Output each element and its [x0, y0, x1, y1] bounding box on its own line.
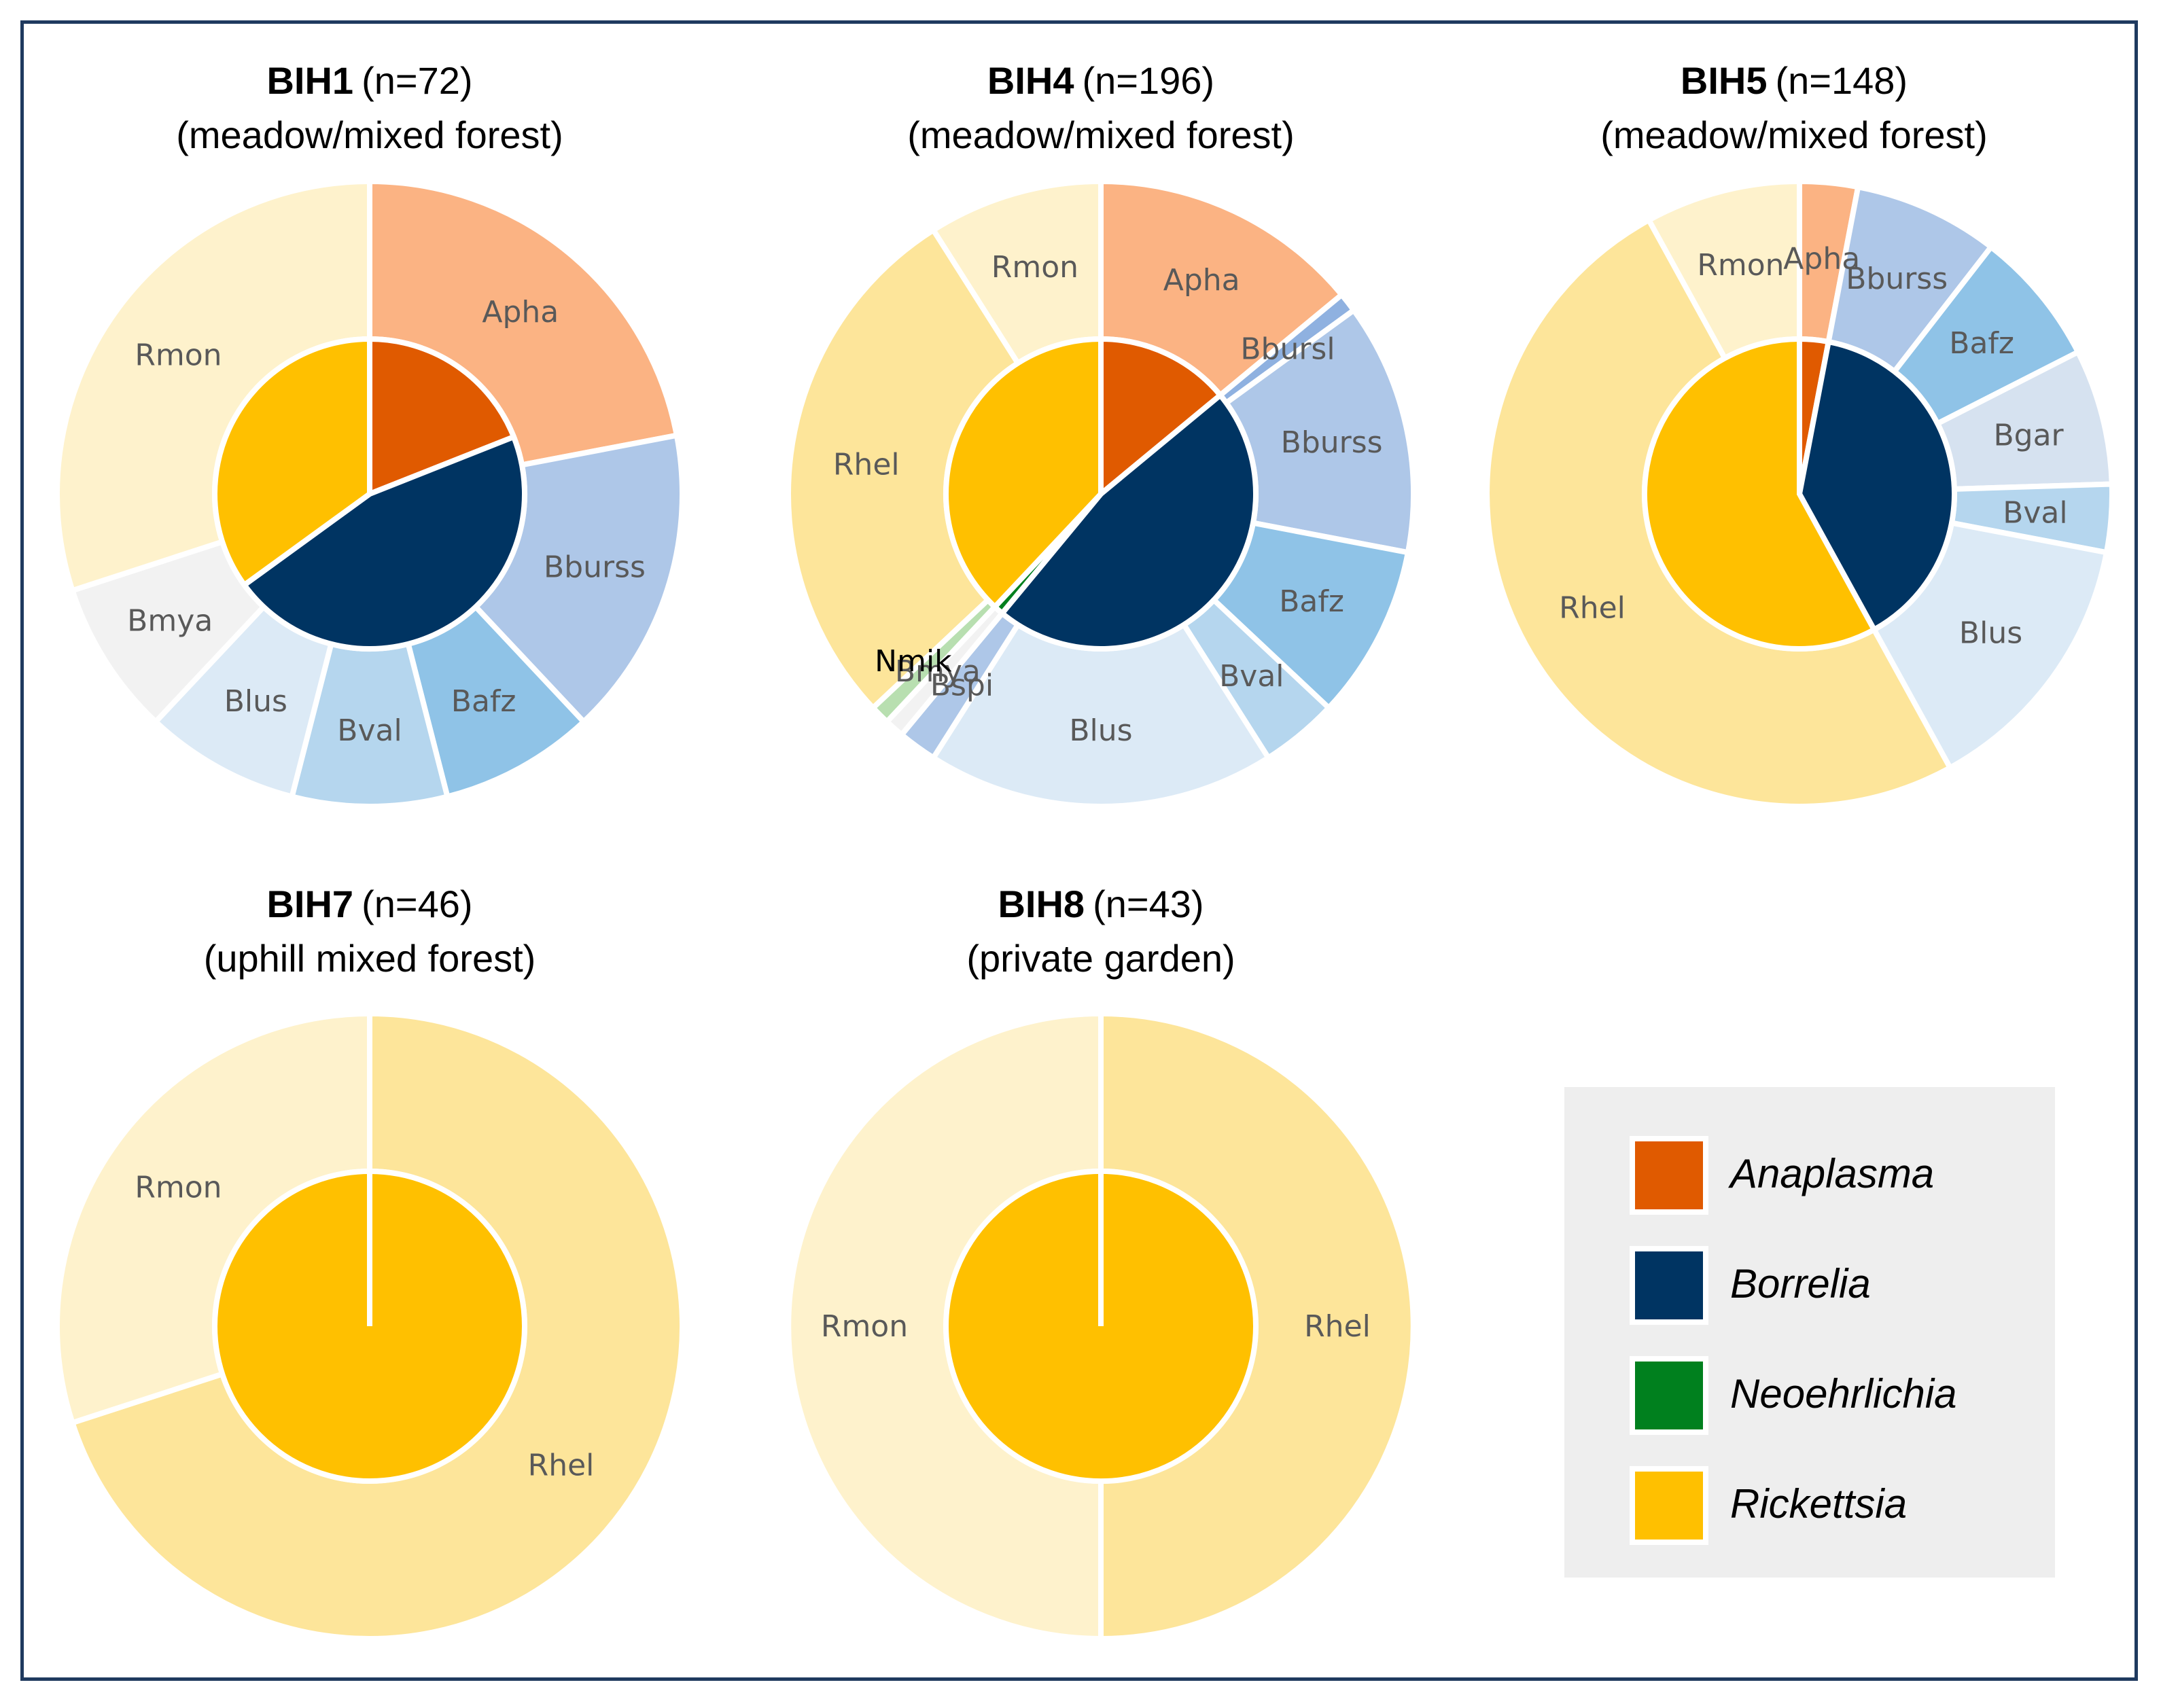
bih7-slice-label-rmon: Rmon [135, 1170, 222, 1205]
bih1-inner-slice-rickettsia [212, 336, 372, 589]
bih4-slice-label-bval: Bval [1219, 659, 1284, 694]
bih4-slice-label-nmik: Nmik [875, 644, 952, 679]
bih4-slice-label-bburss: Bburss [1281, 425, 1383, 460]
bih4-slice-label-rhel: Rhel [833, 447, 900, 482]
bih5-slice-label-bburss: Bburss [1846, 262, 1948, 296]
pie-bih7: Rhel Rmon [54, 1010, 685, 1641]
chart-n-bih7: (n=46) [362, 883, 472, 925]
bih5-slice-label-bgar: Bgar [1993, 418, 2064, 452]
bih1-inner-slice-anaplasma [367, 336, 518, 498]
bih1-slice-label-blus: Blus [224, 684, 287, 719]
chart-title-bih5: BIH5 (n=148) [1681, 59, 1908, 102]
chart-title-bih4: BIH4 (n=196) [987, 59, 1214, 102]
bih7-slice-label-rhel: Rhel [528, 1448, 595, 1483]
chart-name-bih5: BIH5 [1681, 59, 1768, 102]
bih5-slice-label-blus: Blus [1959, 616, 2022, 651]
bih1-slice-label-bval: Bval [337, 713, 402, 748]
bih1-slice-label-apha: Apha [482, 295, 559, 330]
bih8-slice-label-rmon: Rmon [821, 1309, 908, 1344]
bih4-inner-slice-anaplasma [1098, 336, 1225, 500]
legend: Anaplasma Borrelia Neoehrlichia Ricketts… [1564, 1087, 2055, 1578]
chart-n-bih8: (n=43) [1093, 883, 1204, 925]
pie-bih1: Apha Bburss Bafz Bval Blus Bmya Rmon [54, 178, 685, 809]
chart-name-bih7: BIH7 [266, 883, 353, 925]
legend-label-rickettsia: Rickettsia [1730, 1481, 1907, 1527]
bih4-slice-label-apha: Apha [1163, 263, 1240, 298]
chart-name-bih4: BIH4 [987, 59, 1074, 102]
bih5-slice-label-bval: Bval [2003, 495, 2067, 530]
bih4-slice-label-rmon: Rmon [991, 250, 1078, 285]
chart-habitat-bih4: (meadow/mixed forest) [907, 113, 1295, 156]
chart-habitat-bih1: (meadow/mixed forest) [176, 113, 563, 156]
chart-name-bih1: BIH1 [266, 59, 353, 102]
bih5-inner-slice-borrelia [1796, 338, 1957, 634]
chart-habitat-bih5: (meadow/mixed forest) [1600, 113, 1988, 156]
bih4-inner-slice-borrelia [998, 391, 1259, 652]
bih1-slice-label-bburss: Bburss [544, 550, 646, 585]
legend-label-anaplasma: Anaplasma [1728, 1151, 1934, 1196]
legend-swatch-neoehrlichia [1630, 1356, 1708, 1435]
bih1-inner-slice-borrelia [240, 433, 527, 652]
bih4-slice-label-bafz: Bafz [1279, 584, 1344, 619]
bih1-slice-label-bafz: Bafz [451, 684, 516, 719]
bih5-slice-label-bafz: Bafz [1949, 326, 2014, 361]
chart-title-bih8: BIH8 (n=43) [998, 883, 1204, 925]
bih5-slice-label-apha: Apha [1783, 242, 1860, 277]
chart-title-bih7: BIH7 (n=46) [266, 883, 472, 925]
legend-swatch-rickettsia [1630, 1466, 1708, 1545]
bih4-slice-label-bspi: Bspi [930, 669, 994, 703]
bih4-inner-slice-rickettsia [943, 336, 1104, 611]
bih1-slice-label-rmon: Rmon [135, 338, 222, 372]
bih4-slice-label-blus: Blus [1069, 713, 1132, 748]
bih4-slice-label-bmya: Bmya [895, 654, 981, 689]
bih5-inner-slice-rickettsia [1642, 336, 1878, 652]
bih1-slice-label-bmya: Bmya [127, 603, 213, 638]
chart-n-bih4: (n=196) [1083, 59, 1215, 102]
legend-swatch-anaplasma [1630, 1136, 1708, 1215]
pie-bih8: Rhel Rmon [786, 1010, 1416, 1642]
legend-label-borrelia: Borrelia [1730, 1261, 1871, 1306]
chart-title-bih1: BIH1 (n=72) [266, 59, 472, 102]
legend-swatch-borrelia [1630, 1246, 1708, 1325]
bih5-slice-label-rhel: Rhel [1559, 591, 1626, 626]
bih5-slice-label-rmon: Rmon [1697, 248, 1784, 283]
chart-n-bih5: (n=148) [1776, 59, 1908, 102]
chart-n-bih1: (n=72) [362, 59, 472, 102]
legend-label-neoehrlichia: Neoehrlichia [1730, 1371, 1957, 1417]
chart-habitat-bih8: (private garden) [966, 937, 1235, 980]
bih8-slice-label-rhel: Rhel [1304, 1309, 1371, 1344]
bih4-slice-label-bbursl: Bbursl [1240, 332, 1335, 367]
chart-habitat-bih7: (uphill mixed forest) [204, 937, 536, 980]
chart-name-bih8: BIH8 [998, 883, 1085, 925]
